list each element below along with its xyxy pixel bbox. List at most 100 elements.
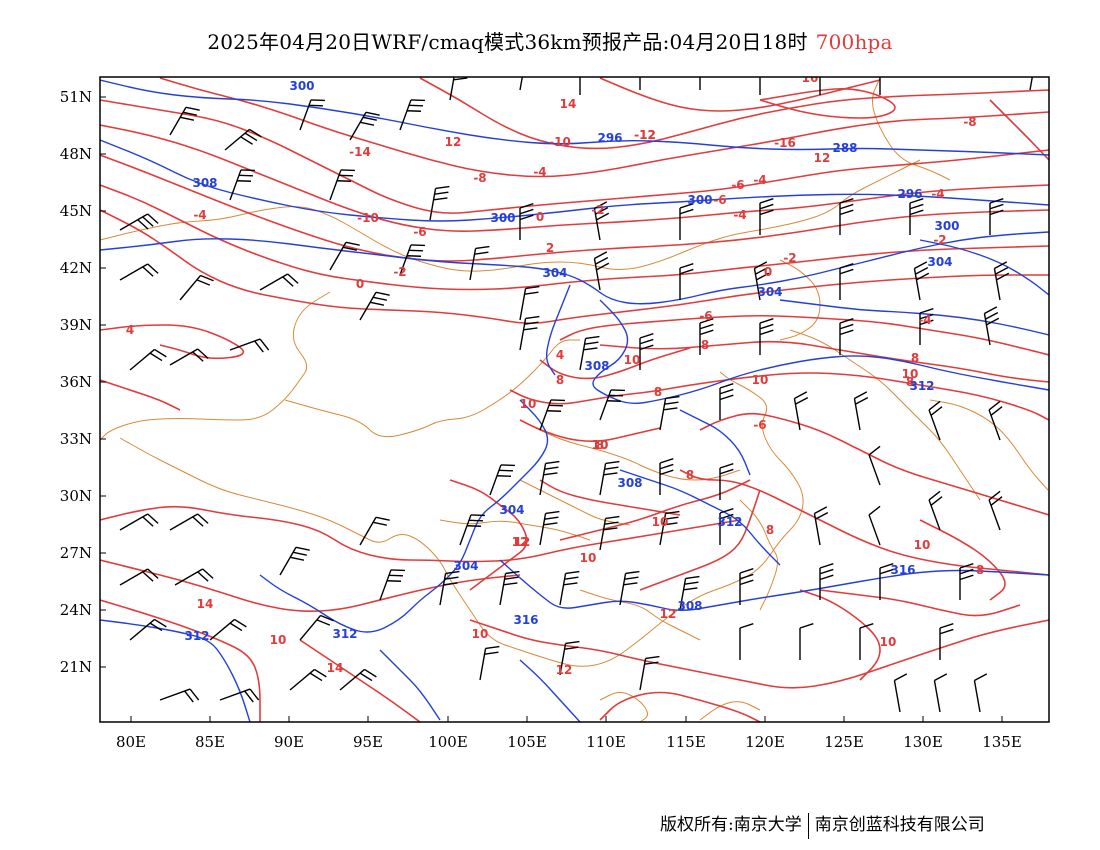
wind-barb <box>129 618 167 641</box>
wind-barb <box>868 505 881 546</box>
height-label: 308 <box>677 599 702 613</box>
lon-label: 80E <box>116 733 146 751</box>
temperature-label: -12 <box>634 128 656 142</box>
wind-barb <box>839 198 854 235</box>
wind-barb <box>879 563 894 600</box>
height-label: 304 <box>453 559 478 573</box>
height-contour <box>259 399 549 633</box>
wind-barb <box>469 245 490 281</box>
wind-barb <box>919 308 934 345</box>
wind-barb <box>639 77 641 90</box>
wind-barb <box>619 570 640 606</box>
wind-barb <box>399 99 425 131</box>
wind-barb <box>299 614 334 641</box>
lat-label: 51N <box>60 88 92 106</box>
temperature-label: 10 <box>520 397 537 411</box>
temperature-contour <box>559 314 1049 356</box>
temperature-label: 10 <box>752 373 769 387</box>
height-contour <box>545 284 571 376</box>
temperature-label: 12 <box>445 135 462 149</box>
lat-label: 39N <box>60 316 92 334</box>
temperature-label: -6 <box>713 193 726 207</box>
lon-label: 100E <box>428 733 468 751</box>
temperature-contour <box>599 77 881 112</box>
height-label: 300 <box>687 193 712 207</box>
wind-barb <box>759 77 761 95</box>
height-contour <box>919 239 1049 296</box>
border-line <box>519 419 741 481</box>
border-line <box>739 499 778 611</box>
border-line <box>119 371 804 667</box>
height-label: 308 <box>617 476 642 490</box>
wind-barb <box>793 391 809 431</box>
temperature-label: 10 <box>624 353 641 367</box>
temperature-contour <box>509 372 1049 421</box>
wind-barb <box>959 563 974 600</box>
temperature-contour <box>699 412 1049 516</box>
lat-label: 30N <box>60 487 92 505</box>
wind-barb <box>439 570 460 606</box>
wind-barb <box>859 623 874 660</box>
wind-barb <box>599 389 625 421</box>
wind-barb <box>739 568 754 605</box>
wind-barb <box>759 318 774 355</box>
temperature-contour <box>100 599 261 722</box>
wind-barb <box>839 318 854 355</box>
wind-barb <box>659 395 680 431</box>
title-main: 2025年04月20日WRF/cmaq模式36km预报产品:04月20日18时 <box>207 30 808 54</box>
height-label: 312 <box>717 515 742 529</box>
temperature-contour <box>449 479 528 591</box>
wind-barb <box>399 244 425 276</box>
chart-title: 2025年04月20日WRF/cmaq模式36km预报产品:04月20日18时 7… <box>0 26 1100 55</box>
height-contour <box>679 409 751 476</box>
temperature-label: -6 <box>413 225 426 239</box>
temperature-label: 8 <box>596 438 604 452</box>
border-line <box>100 159 921 272</box>
temperature-label: 0 <box>536 210 544 224</box>
border-line <box>929 399 1049 491</box>
wind-barb <box>759 198 774 235</box>
temperature-label: 16 <box>802 71 819 85</box>
wind-barb <box>159 688 200 703</box>
wind-barb <box>679 575 700 611</box>
temperature-contour <box>819 589 1021 617</box>
height-label: 304 <box>542 266 567 280</box>
temperature-contour <box>799 589 881 681</box>
temperature-label: -10 <box>357 211 379 225</box>
temperature-label: 10 <box>592 438 609 452</box>
wind-barb <box>559 570 580 606</box>
temperature-contour <box>599 340 1049 383</box>
wind-barb <box>679 263 694 300</box>
wind-barb <box>279 546 310 576</box>
temperature-contour <box>419 77 1049 150</box>
temperature-label: 10 <box>472 627 489 641</box>
wind-barb <box>928 490 943 531</box>
lon-label: 115E <box>666 733 706 751</box>
height-label: 296 <box>597 131 622 145</box>
temperature-label: 12 <box>556 663 573 677</box>
temperature-label: 10 <box>270 633 287 647</box>
wind-barb <box>119 263 159 281</box>
credit-separator <box>807 812 809 839</box>
temperature-label: 8 <box>911 351 919 365</box>
temperature-label: -12 <box>634 128 656 142</box>
temperature-label: 8 <box>701 338 709 352</box>
wind-barb <box>799 623 814 660</box>
wind-barb <box>939 623 954 660</box>
border-line <box>439 519 591 541</box>
temperature-label: -2 <box>591 203 604 217</box>
temperature-label: 10 <box>880 635 897 649</box>
temperature-contour <box>919 519 1006 601</box>
wind-barb <box>579 77 581 95</box>
wind-barb <box>699 77 701 90</box>
height-label: 312 <box>909 379 934 393</box>
temperature-label: 8 <box>906 375 914 389</box>
wind-barb <box>299 99 325 131</box>
temperature-label: 12 <box>512 535 529 549</box>
lon-label: 120E <box>745 733 785 751</box>
height-label: 308 <box>584 359 609 373</box>
wind-barb <box>988 490 1003 531</box>
temperature-contour <box>100 505 741 563</box>
temperature-contour <box>159 77 1049 178</box>
temperature-contour <box>100 184 1049 291</box>
